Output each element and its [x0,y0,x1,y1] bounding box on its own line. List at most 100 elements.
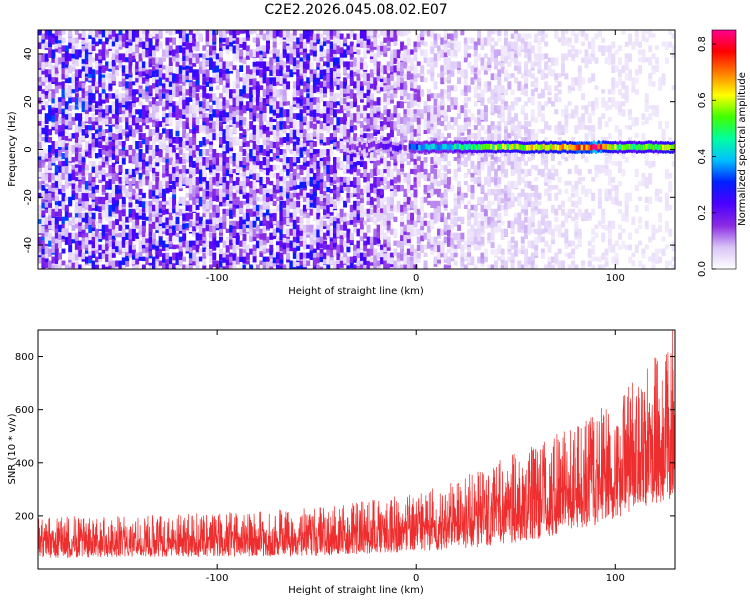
spectrogram-cell [58,125,62,132]
spectrogram-cell [78,113,82,119]
spectrogram-cell [243,157,247,165]
spectrogram-cell [149,149,153,156]
spectrogram-cell [300,253,304,260]
spectrogram-cell [403,253,407,257]
spectrogram-cell [192,177,196,185]
spectrogram-cell [340,209,344,217]
spectrogram-cell [390,73,394,81]
spectrogram-cell [51,38,55,45]
spectrogram-cell [212,133,216,140]
spectrogram-cell [403,257,407,265]
spectrogram-cell [58,97,62,102]
spectrogram-cell [108,77,112,83]
spectrogram-cell [165,145,169,153]
spectrogram-cell [179,181,183,189]
spectrogram-cell [417,245,421,251]
spectrogram-cell [78,34,82,40]
spectrogram-cell [38,38,42,43]
spectrogram-cell [253,57,257,61]
spectrogram-cell [115,149,119,155]
spectrogram-cell [320,257,324,262]
spectrogram-cell [236,109,240,115]
spectrogram-cell [186,117,190,123]
spectrogram-cell [192,34,196,39]
spectrogram-cell [383,261,387,269]
spectrogram-cell [253,257,257,263]
spectrogram-cell [397,49,401,58]
spectrogram-cell [370,42,374,50]
spectrogram-cell [263,34,267,41]
spectrogram-cell [397,61,401,68]
spectrogram-cell [249,93,253,100]
spectrogram-cell [447,105,451,112]
spectrogram-cell [363,233,367,239]
spectrogram-cell [390,129,394,137]
spectrogram-cell [306,161,310,167]
spectrogram-cell [346,45,350,50]
spectrogram-cell [85,213,89,219]
spectrogram-cell [85,77,89,81]
spectrogram-cell [377,177,381,184]
spectrogram-cell [326,137,330,145]
spectrogram-cell [51,69,55,77]
spectrogram-cell [249,165,253,170]
spectrogram-cell [169,117,173,124]
spectrogram-cell [289,157,293,166]
spectrogram-cell [243,149,247,156]
spectrogram-cell [249,181,253,189]
spectrogram-cell [72,97,76,102]
spectrogram-cell [212,245,216,251]
spectrogram-cell [440,65,444,71]
spectrogram-cell [397,169,401,175]
spectrogram-cell [407,173,411,181]
spectrogram-cell [226,245,230,253]
spectrogram-cell [155,105,159,112]
spectrogram-cell [243,105,247,113]
spectrogram-cell [454,61,458,69]
spectrogram-cell [417,34,421,42]
spectrogram-cell [377,201,381,208]
spectrogram-cell [98,65,102,73]
spectrogram-cell [122,53,126,60]
spectrogram-cell [229,221,233,226]
spectrogram-cell [440,229,444,236]
spectrogram-cell [427,93,431,101]
spectrogram-cell [357,201,361,206]
spectrogram-cell [142,133,146,139]
spectrogram-cell [306,261,310,266]
spectrogram-cell [269,189,273,194]
spectrogram-cell [115,241,119,247]
spectrogram-cell [95,265,99,271]
spectrogram-cell [92,69,96,78]
spectrogram-cell [38,213,42,219]
spectrogram-cell [122,65,126,72]
spectrogram-cell [353,157,357,162]
spectrogram-cell [333,217,337,221]
spectrogram-cell [256,161,260,165]
spectrogram-cell [58,149,62,157]
spectrogram-cell [229,129,233,136]
spectrogram-cell [393,93,397,98]
spectrogram-cell [377,97,381,105]
spectrogram-cell [45,193,49,201]
spectrogram-cell [58,189,62,195]
spectrogram-cell [340,97,344,104]
spectrogram-cell [377,189,381,195]
spectrogram-cell [102,253,106,259]
spectrogram-cell [363,177,367,183]
spectrogram-cell [162,49,166,56]
spectrogram-cell [85,141,89,150]
spectrogram-cell [72,145,76,152]
spectrogram-cell [363,245,367,252]
spectrogram-cell [192,69,196,77]
spectrogram-cell [162,73,166,79]
spectrogram-cell [306,253,310,259]
spectrogram-cell [346,61,350,69]
spectrogram-cell [357,261,361,266]
spectrogram-cell [377,45,381,50]
spectrogram-cell [454,253,458,258]
spectrogram-cell [370,77,374,83]
spectrogram-cell [377,197,381,202]
spectrogram-cell [390,93,394,100]
spectrogram-cell [326,81,330,88]
